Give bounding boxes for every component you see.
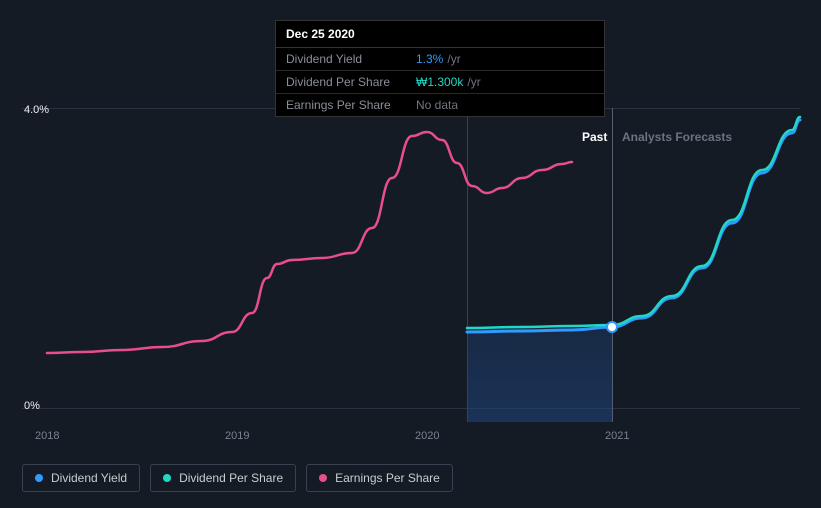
tooltip-date: Dec 25 2020 <box>276 21 604 48</box>
x-axis-label: 2018 <box>35 430 59 442</box>
series-line <box>47 132 572 353</box>
x-axis: 2018 2019 2020 2021 <box>22 430 800 450</box>
tooltip-row: Earnings Per ShareNo data <box>276 94 604 116</box>
legend-item[interactable]: Earnings Per Share <box>306 464 453 492</box>
tooltip-row: Dividend Per Share₩1.300k/yr <box>276 71 604 94</box>
legend-dot-icon <box>35 474 43 482</box>
series-line <box>467 120 800 332</box>
chart-svg <box>22 108 800 422</box>
chart-area: 4.0%0% Past Analysts Forecasts <box>22 108 800 422</box>
x-axis-label: 2021 <box>605 430 629 442</box>
legend-item[interactable]: Dividend Per Share <box>150 464 296 492</box>
tooltip-row-label: Earnings Per Share <box>286 98 416 112</box>
legend: Dividend Yield Dividend Per Share Earnings… <box>22 464 453 492</box>
legend-dot-icon <box>319 474 327 482</box>
series-line <box>467 117 800 328</box>
tooltip-row-value: 1.3%/yr <box>416 52 461 66</box>
legend-label: Dividend Per Share <box>179 471 283 485</box>
legend-label: Earnings Per Share <box>335 471 440 485</box>
tooltip-row-label: Dividend Per Share <box>286 75 416 89</box>
legend-label: Dividend Yield <box>51 471 127 485</box>
chart-tooltip: Dec 25 2020 Dividend Yield1.3%/yrDividen… <box>275 20 605 117</box>
tooltip-row-label: Dividend Yield <box>286 52 416 66</box>
x-axis-label: 2019 <box>225 430 249 442</box>
x-axis-label: 2020 <box>415 430 439 442</box>
legend-dot-icon <box>163 474 171 482</box>
tooltip-row-value: ₩1.300k/yr <box>416 75 481 89</box>
tooltip-row-value: No data <box>416 98 458 112</box>
tooltip-row: Dividend Yield1.3%/yr <box>276 48 604 71</box>
legend-item[interactable]: Dividend Yield <box>22 464 140 492</box>
data-point-marker <box>608 323 616 331</box>
